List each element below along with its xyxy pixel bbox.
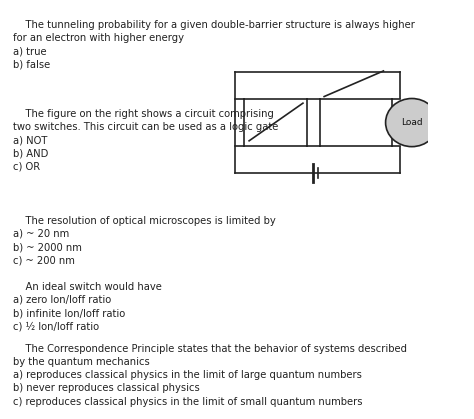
Circle shape — [385, 98, 438, 147]
Text: Load: Load — [401, 118, 423, 127]
Text: An ideal switch would have
a) zero Ion/Ioff ratio
b) infinite Ion/Ioff ratio
c) : An ideal switch would have a) zero Ion/I… — [13, 282, 162, 331]
Text: The tunneling probability for a given double-barrier structure is always higher
: The tunneling probability for a given do… — [13, 20, 415, 69]
Text: The resolution of optical microscopes is limited by
a) ~ 20 nm
b) ~ 2000 nm
c) ~: The resolution of optical microscopes is… — [13, 216, 275, 265]
Text: The figure on the right shows a circuit comprising
two switches. This circuit ca: The figure on the right shows a circuit … — [13, 109, 278, 172]
Text: The Correspondence Principle states that the behavior of systems described
by th: The Correspondence Principle states that… — [13, 344, 407, 406]
